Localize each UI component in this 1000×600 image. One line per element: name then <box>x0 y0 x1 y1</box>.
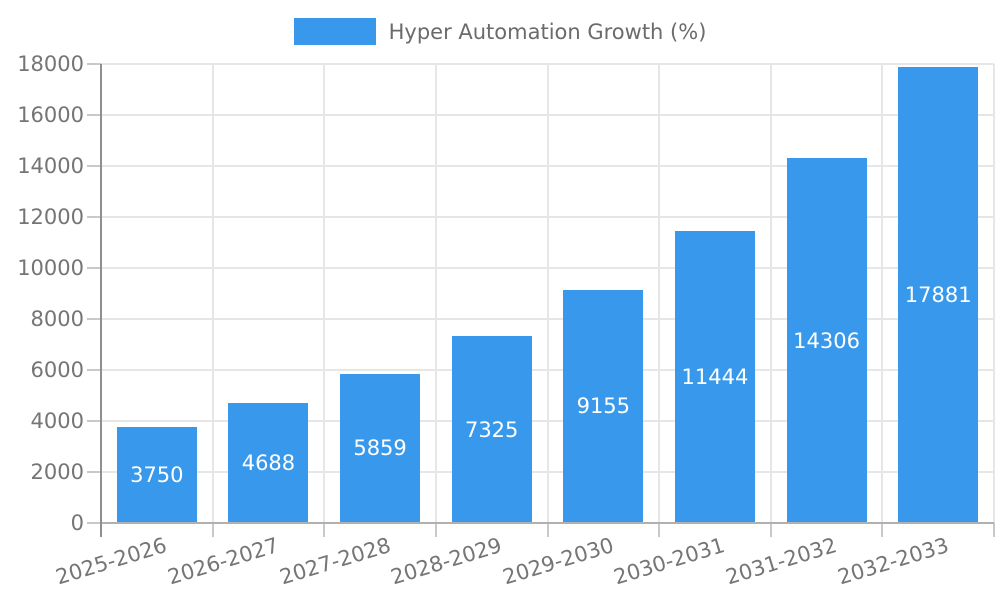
x-axis-tick <box>323 523 326 537</box>
y-axis-tick <box>87 369 101 371</box>
y-axis-tick-label: 4000 <box>30 409 84 433</box>
x-axis-tick <box>211 523 214 537</box>
bar-2029-2030: 9155 <box>563 289 644 523</box>
y-axis-tick <box>87 165 101 167</box>
gridline-vertical <box>211 64 214 523</box>
bar-2030-2031: 11444 <box>674 231 755 523</box>
bar-2028-2029: 7325 <box>451 336 532 523</box>
y-axis-tick-label: 12000 <box>17 205 84 229</box>
bar-2032-2033: 17881 <box>898 67 979 523</box>
y-axis-line <box>100 64 102 537</box>
y-axis-tick-label: 8000 <box>30 307 84 331</box>
bar-value-label: 11444 <box>681 365 749 390</box>
gridline-vertical <box>769 64 772 523</box>
bar-value-label: 7325 <box>464 417 519 442</box>
y-axis-tick-label: 6000 <box>30 358 84 382</box>
y-axis-tick <box>87 114 101 116</box>
y-axis-tick-label: 10000 <box>17 256 84 280</box>
bar-2026-2027: 4688 <box>228 403 309 523</box>
gridline-vertical <box>323 64 326 523</box>
y-axis-tick <box>87 216 101 218</box>
x-axis-tick-label: 2029-2030 <box>499 533 617 590</box>
y-axis-tick-label: 0 <box>70 511 84 535</box>
chart-legend: Hyper Automation Growth (%) <box>0 18 1000 45</box>
bar-value-label: 9155 <box>576 394 631 419</box>
legend-label: Hyper Automation Growth (%) <box>388 19 707 44</box>
x-axis-tick <box>434 523 437 537</box>
bar-value-label: 17881 <box>904 283 972 307</box>
x-axis-tick <box>993 523 995 537</box>
x-axis-tick-label: 2026-2027 <box>164 533 282 590</box>
x-axis-tick-label: 2031-2032 <box>723 533 840 590</box>
x-axis-tick <box>546 523 549 537</box>
x-axis-tick-label: 2025-2026 <box>53 533 170 590</box>
bar-value-label: 3750 <box>130 463 184 488</box>
y-axis-tick-label: 2000 <box>30 460 84 484</box>
x-axis-tick <box>881 523 884 537</box>
gridline-vertical <box>546 64 549 523</box>
y-axis-tick-label: 18000 <box>17 52 84 76</box>
gridline-vertical <box>658 64 661 523</box>
x-axis-tick-label: 2028-2029 <box>388 533 505 590</box>
legend-swatch <box>293 18 376 45</box>
gridline-vertical <box>993 64 995 523</box>
x-axis-baseline <box>101 522 994 524</box>
y-axis-tick <box>87 471 101 473</box>
bar-value-label: 5859 <box>353 436 407 461</box>
y-axis-tick <box>87 267 101 269</box>
gridline-vertical <box>881 64 884 523</box>
bar-2027-2028: 5859 <box>340 373 421 523</box>
gridline-vertical <box>434 64 437 523</box>
x-axis-tick <box>769 523 772 537</box>
bar-2025-2026: 3750 <box>116 427 197 523</box>
y-axis-tick-label: 14000 <box>17 154 84 178</box>
y-axis-tick-label: 16000 <box>17 103 84 127</box>
x-axis-tick-label: 2030-2031 <box>611 533 728 590</box>
x-axis-tick-label: 2027-2028 <box>276 533 394 590</box>
y-axis-tick <box>87 63 101 65</box>
bar-value-label: 4688 <box>241 451 296 476</box>
y-axis-tick <box>87 318 101 320</box>
x-axis-tick <box>658 523 661 537</box>
bar-value-label: 14306 <box>793 328 860 353</box>
x-axis-tick-label: 2032-2033 <box>834 533 952 590</box>
bar-2031-2032: 14306 <box>786 158 867 523</box>
y-axis-tick <box>87 522 101 524</box>
y-axis-tick <box>87 420 101 422</box>
